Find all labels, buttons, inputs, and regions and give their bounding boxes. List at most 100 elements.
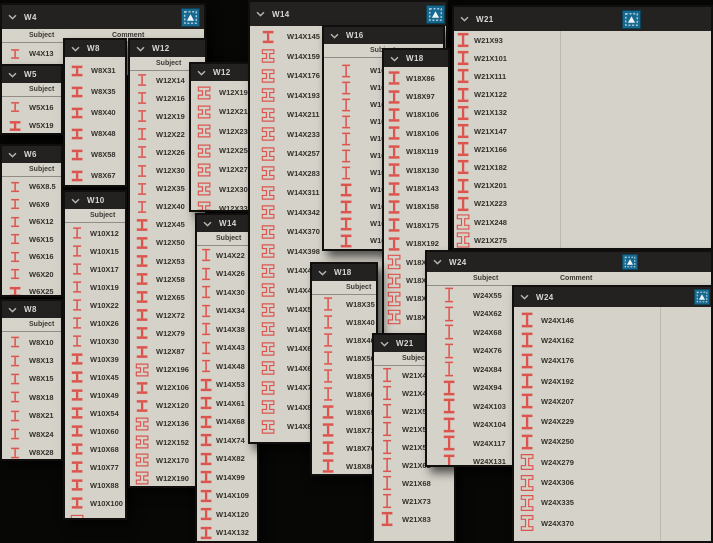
profile-list-item[interactable]: W12X210 [191, 102, 252, 121]
profile-list-item[interactable]: W24X192 [514, 371, 711, 391]
profile-list-item[interactable]: W24X306 [514, 472, 711, 492]
profile-list-item[interactable]: W10X26 [65, 314, 125, 332]
chevron-down-icon[interactable] [8, 152, 17, 158]
profile-list-item[interactable]: W12X305 [191, 180, 252, 199]
profile-list-item[interactable]: W14X455 [250, 281, 446, 301]
profile-list-item[interactable]: W24X76 [427, 342, 711, 361]
profile-list-item[interactable]: W21X132 [454, 104, 711, 122]
zoom-selection-button[interactable] [426, 4, 445, 24]
profile-list-item[interactable]: W24X250 [514, 432, 711, 452]
profile-list-item[interactable]: W8X15 [2, 370, 61, 388]
chevron-down-icon[interactable] [390, 56, 399, 62]
profile-list-item[interactable]: W24X162 [514, 330, 711, 350]
profile-list-item[interactable]: W10X112 [65, 512, 125, 518]
profile-list-item[interactable]: W5X16 [2, 98, 61, 117]
chevron-down-icon[interactable] [330, 33, 339, 39]
panel-header-w24br[interactable]: W24 [514, 287, 711, 307]
profile-list-item[interactable]: W12X136 [130, 415, 205, 433]
profile-list-item[interactable]: W14X311 [250, 183, 446, 203]
profile-list-item[interactable]: W10X17 [65, 260, 125, 278]
profile-list-item[interactable]: W21X248 [454, 213, 711, 231]
profile-list-item[interactable]: W24X68 [427, 323, 711, 342]
chevron-down-icon[interactable] [8, 14, 17, 20]
profile-list-item[interactable]: W12X16 [130, 89, 205, 107]
chevron-down-icon[interactable] [136, 46, 145, 52]
profile-list-item[interactable]: W18X106 [384, 124, 448, 142]
profile-list-item[interactable]: W21X147 [454, 122, 711, 140]
chevron-down-icon[interactable] [318, 270, 327, 276]
profile-list-item[interactable]: W12X30 [130, 162, 205, 180]
profile-list-item[interactable]: W12X22 [130, 125, 205, 143]
chevron-down-icon[interactable] [197, 70, 206, 76]
chevron-down-icon[interactable] [203, 221, 212, 227]
profile-list-item[interactable]: W14X398 [250, 242, 446, 262]
profile-list-item[interactable]: W24X229 [514, 412, 711, 432]
profile-list-item[interactable]: W8X21 [2, 407, 61, 425]
profile-list-item[interactable]: W14X500 [250, 300, 446, 320]
profile-list-item[interactable]: W12X252 [191, 141, 252, 160]
profile-list-item[interactable]: W8X10 [2, 333, 61, 351]
profile-list-item[interactable]: W18X46 [312, 331, 376, 349]
profile-list-item[interactable]: W24X146 [514, 310, 711, 330]
profile-list-item[interactable]: W14X38 [197, 320, 257, 339]
profile-list-item[interactable]: W24X55 [427, 286, 711, 305]
column-header-subject[interactable]: Subject [29, 165, 55, 173]
panel-header-w4[interactable]: W4 [2, 5, 204, 29]
profile-list-item[interactable]: W14X176 [250, 66, 446, 86]
chevron-down-icon[interactable] [8, 307, 17, 313]
profile-list-item[interactable]: W12X230 [191, 122, 252, 141]
profile-list-item[interactable]: W18X143 [384, 179, 448, 197]
profile-list-item[interactable]: W21X122 [454, 86, 711, 104]
profile-list-item[interactable]: W18X50 [312, 349, 376, 367]
chevron-down-icon[interactable] [433, 259, 442, 265]
profile-list-item[interactable]: W18X192 [384, 235, 448, 253]
profile-list-item[interactable]: W12X106 [130, 379, 205, 397]
profile-list-item[interactable]: W14X120 [197, 505, 257, 524]
chevron-down-icon[interactable] [318, 270, 327, 276]
profile-list-item[interactable]: W14X82 [197, 450, 257, 469]
panel-header-w14b[interactable]: W14 [250, 2, 446, 26]
profile-list-item[interactable]: W12X120 [130, 397, 205, 415]
profile-list-item[interactable]: W14X109 [197, 487, 257, 506]
column-header-subject[interactable]: Subject [216, 234, 242, 242]
profile-list-item[interactable]: W24X94 [427, 379, 711, 398]
chevron-down-icon[interactable] [460, 16, 469, 22]
panel-header-w8a[interactable]: W8 [2, 301, 61, 318]
profile-list-item[interactable]: W12X53 [130, 252, 205, 270]
profile-list-item[interactable]: W10X77 [65, 458, 125, 476]
profile-list-item[interactable]: W14X34 [197, 302, 257, 321]
chevron-down-icon[interactable] [8, 307, 17, 313]
profile-list-item[interactable]: W10X100 [65, 494, 125, 512]
profile-list-item[interactable]: W18X86 [384, 69, 448, 87]
profile-list-item[interactable]: W6X12 [2, 213, 61, 231]
profile-list-item[interactable]: W12X190 [130, 469, 205, 486]
profile-list-item[interactable]: W8X18 [2, 388, 61, 406]
profile-list-item[interactable]: W24X117 [427, 434, 711, 453]
panel-header-w12a[interactable]: W12 [130, 40, 205, 57]
profile-list-item[interactable]: W21X73 [374, 492, 454, 510]
profile-list-item[interactable]: W10X30 [65, 332, 125, 350]
profile-list-item[interactable]: W12X19 [130, 107, 205, 125]
panel-header-w24mid[interactable]: W24 [427, 252, 711, 272]
profile-list-item[interactable]: W12X14 [130, 71, 205, 89]
chevron-down-icon[interactable] [256, 11, 265, 17]
profile-list-item[interactable]: W12X40 [130, 198, 205, 216]
profile-list-item[interactable]: W18X35 [312, 295, 376, 313]
profile-list-item[interactable]: W14X26 [197, 265, 257, 284]
profile-list-item[interactable]: W10X88 [65, 476, 125, 494]
profile-list-item[interactable]: W21X201 [454, 177, 711, 195]
profile-list-item[interactable]: W18X55 [312, 367, 376, 385]
panel-header-w18a[interactable]: W18 [384, 50, 448, 67]
profile-list-item[interactable]: W14X159 [250, 47, 446, 67]
profile-list-item[interactable]: W8X40 [65, 102, 125, 123]
profile-list-item[interactable]: W12X196 [130, 361, 205, 379]
profile-list-item[interactable]: W24X370 [514, 513, 711, 533]
profile-list-item[interactable]: W14X61 [197, 394, 257, 413]
profile-list-item[interactable]: W24X279 [514, 452, 711, 472]
profile-list-item[interactable]: W14X132 [197, 524, 257, 542]
profile-list-item[interactable]: W18X86 [312, 457, 376, 474]
profile-list-item[interactable]: W18X40 [312, 313, 376, 331]
profile-list-item[interactable]: W14X257 [250, 144, 446, 164]
profile-list-item[interactable]: W12X26 [130, 143, 205, 161]
profile-list-item[interactable]: W24X103 [427, 397, 711, 416]
